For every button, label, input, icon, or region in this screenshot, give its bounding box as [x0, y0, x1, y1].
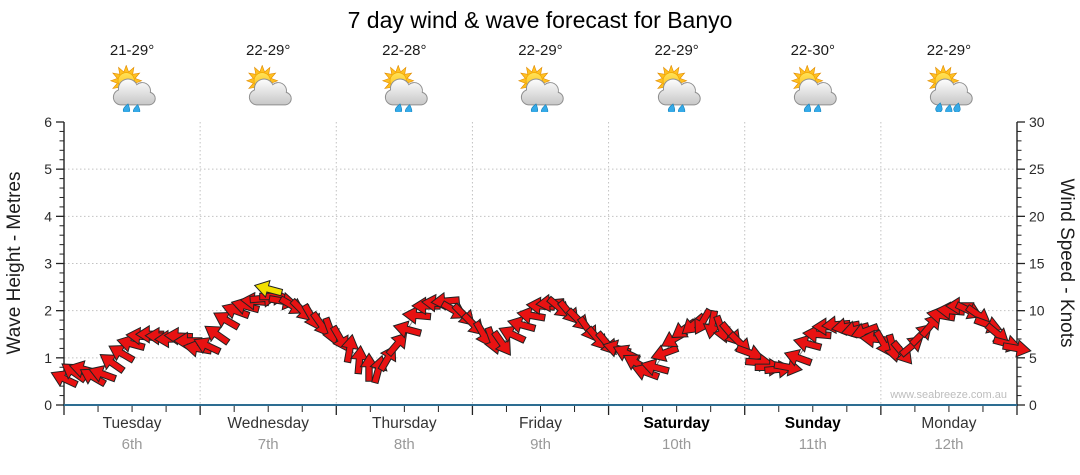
x-axis-day: Saturday 10th — [609, 415, 745, 453]
left-tick-label: 6 — [44, 114, 52, 130]
x-axis-day: Wednesday 7th — [200, 415, 336, 453]
weather-icon — [791, 64, 837, 115]
left-axis-ticks — [56, 121, 64, 406]
right-tick-label: 15 — [1029, 256, 1045, 272]
left-axis-tick-labels: 0 1 2 3 4 5 6 — [44, 114, 52, 413]
right-tick-label: 20 — [1029, 208, 1045, 224]
right-tick-label: 25 — [1029, 161, 1045, 177]
left-tick-label: 0 — [44, 397, 52, 413]
right-tick-label: 10 — [1029, 303, 1045, 319]
day-name: Saturday — [643, 415, 710, 432]
left-axis-title: Wave Height - Metres — [4, 171, 25, 355]
day-date: 10th — [662, 436, 692, 453]
temperature-range: 22-29° — [246, 42, 291, 59]
day-header: 22-28° — [336, 42, 472, 117]
day-date: 11th — [798, 436, 827, 453]
left-tick-label: 1 — [44, 350, 52, 366]
day-header: 21-29° — [64, 42, 200, 117]
day-header: 22-29° — [609, 42, 745, 117]
day-header: 22-29° — [472, 42, 608, 117]
sun-behind-cloud-icon — [654, 64, 701, 106]
weather-icon — [654, 64, 701, 115]
sun-behind-cloud-icon — [518, 64, 565, 106]
watermark: www.seabreeze.com.au — [890, 389, 1007, 401]
day-header: 22-30° — [745, 42, 881, 117]
sun-behind-cloud-icon — [246, 64, 292, 106]
temperature-range: 22-30° — [790, 42, 835, 59]
day-headers-row: 21-29° 22-29° 22-28° 22-29° 22-29° 22-30… — [64, 42, 1017, 117]
day-date: 9th — [530, 436, 551, 453]
right-tick-label: 5 — [1029, 350, 1037, 366]
day-name: Monday — [921, 415, 977, 432]
weather-icon — [518, 64, 565, 115]
day-header: 22-29° — [881, 42, 1017, 117]
page-title: 7 day wind & wave forecast for Banyo — [347, 7, 733, 33]
day-date: 7th — [257, 436, 279, 453]
x-axis-day: Friday 9th — [472, 415, 608, 453]
x-axis-day: Tuesday 6th — [64, 415, 200, 453]
day-name: Friday — [518, 415, 563, 432]
right-axis-ticks — [1017, 121, 1025, 406]
temperature-range: 22-29° — [518, 42, 563, 59]
temperature-range: 21-29° — [109, 42, 155, 59]
left-tick-label: 3 — [44, 256, 52, 272]
sun-behind-cloud-icon — [927, 64, 973, 106]
right-tick-label: 0 — [1029, 397, 1037, 413]
temperature-range: 22-29° — [654, 42, 699, 59]
temperature-range: 22-29° — [926, 42, 972, 59]
day-name: Wednesday — [227, 415, 309, 432]
left-tick-label: 4 — [44, 208, 52, 224]
weather-icon — [246, 64, 292, 106]
x-axis-day: Sunday 11th — [745, 415, 881, 453]
day-name: Thursday — [372, 415, 437, 432]
x-axis-day: Monday 12th — [881, 415, 1017, 453]
day-date: 6th — [121, 436, 143, 453]
day-date: 12th — [934, 436, 964, 453]
left-tick-label: 2 — [44, 303, 52, 319]
day-date: 8th — [393, 436, 415, 453]
sun-behind-cloud-icon — [791, 64, 837, 106]
weather-icon — [382, 64, 429, 115]
weather-icon — [927, 64, 973, 115]
x-axis-ticks — [63, 406, 1018, 415]
wind-arrows — [47, 287, 1033, 393]
day-name: Sunday — [784, 415, 841, 432]
day-header: 22-29° — [200, 42, 336, 117]
left-tick-label: 5 — [44, 161, 52, 177]
temperature-range: 22-28° — [382, 42, 427, 59]
sun-behind-cloud-icon — [110, 64, 156, 106]
right-tick-label: 30 — [1029, 114, 1045, 130]
x-axis-day: Thursday 8th — [336, 415, 472, 453]
right-axis-title: Wind Speed - Knots — [1056, 178, 1077, 348]
weather-icon — [110, 64, 156, 115]
sun-behind-cloud-icon — [382, 64, 429, 106]
right-axis-tick-labels: 0 5 10 15 20 25 30 — [1029, 114, 1045, 413]
gridlines — [64, 122, 1017, 405]
day-name: Tuesday — [102, 415, 162, 432]
x-axis-labels-row: Tuesday 6th Wednesday 7th Thursday 8th F… — [64, 415, 1017, 453]
